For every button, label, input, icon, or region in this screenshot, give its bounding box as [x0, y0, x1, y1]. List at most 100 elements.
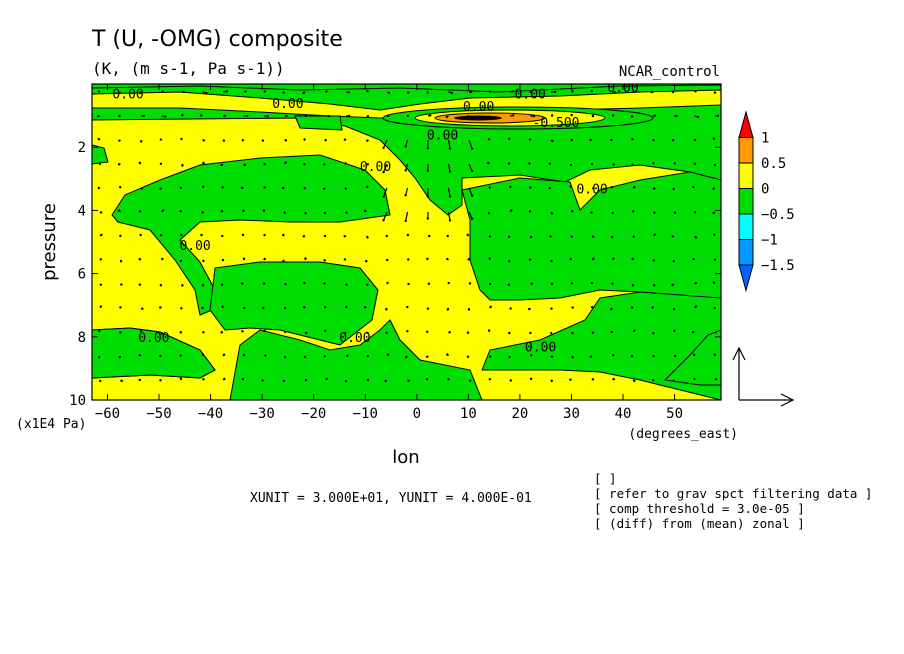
- wind-vector-head: [382, 170, 385, 174]
- wind-vector-head: [448, 219, 452, 222]
- wind-vector-head: [263, 257, 266, 261]
- wind-vector-head: [692, 185, 695, 189]
- wind-vector-head: [159, 306, 162, 309]
- y-tick-label: 4: [78, 203, 86, 219]
- wind-vector-head: [366, 283, 369, 286]
- wind-vector: [447, 187, 451, 197]
- wind-vector-head: [221, 258, 225, 262]
- wind-vector-head: [284, 161, 287, 164]
- wind-vector-head: [630, 306, 634, 309]
- wind-vector-head: [240, 186, 244, 190]
- wind-vector-head: [385, 258, 389, 262]
- wind-vector-head: [201, 284, 205, 287]
- wind-vector-head: [591, 331, 595, 335]
- wind-vector-head: [633, 329, 636, 332]
- wind-vector-head: [693, 377, 696, 381]
- wind-vector-head: [138, 283, 141, 286]
- wind-vector-head: [426, 169, 430, 172]
- wind-vector-head: [285, 114, 288, 118]
- wind-vector-head: [612, 377, 615, 381]
- wind-vector-head: [347, 91, 350, 94]
- wind-vector-head: [550, 212, 554, 215]
- wind-vector-head: [138, 257, 141, 261]
- wind-vector-head: [489, 305, 492, 309]
- wind-vector-head: [324, 329, 327, 332]
- wind-vector-head: [303, 306, 306, 309]
- contour-label: 0.00: [463, 100, 494, 115]
- wind-vector-head: [303, 355, 307, 359]
- wind-vector-head: [487, 161, 490, 165]
- wind-vector-head: [425, 330, 429, 333]
- contour-label: 0.00: [427, 129, 458, 144]
- wind-vector-head: [181, 284, 184, 287]
- wind-vector-head: [466, 355, 470, 359]
- wind-vector-head: [179, 354, 182, 357]
- wind-vector-head: [613, 91, 617, 94]
- wind-vector-head: [240, 282, 244, 285]
- wind-vector-head: [99, 211, 103, 214]
- colorbar: 1 0.5 0 −0.5 −1 −1.5: [738, 110, 795, 293]
- wind-vector-head: [672, 308, 676, 311]
- wind-vector-head: [488, 235, 492, 238]
- wind-vectors: [97, 89, 720, 383]
- wind-vector-head: [590, 281, 594, 285]
- wind-vector-head: [470, 194, 474, 197]
- wind-vector-head: [713, 233, 716, 236]
- wind-vector-head: [691, 331, 695, 334]
- wind-vector-head: [202, 139, 205, 142]
- wind-vector-head: [202, 185, 205, 188]
- wind-vector-head: [511, 90, 514, 93]
- wind-vector-head: [592, 235, 595, 238]
- wind-vector-head: [347, 114, 351, 118]
- wind-vector-head: [283, 356, 287, 359]
- wind-vector-head: [303, 163, 306, 166]
- colorbar-swatch: [738, 162, 754, 189]
- wind-vector-head: [713, 91, 717, 94]
- wind-vector-head: [631, 138, 634, 141]
- wind-vector-head: [570, 138, 574, 142]
- wind-vector-head: [511, 114, 515, 117]
- wind-vector-head: [363, 209, 367, 213]
- wind-vector-head: [225, 90, 229, 93]
- wind-vector-head: [652, 139, 655, 142]
- wind-vector-head: [366, 139, 369, 142]
- wind-vector-head: [202, 378, 205, 381]
- wind-vector-head: [404, 219, 407, 223]
- field-negative-blob-7: [92, 144, 109, 165]
- colorbar-cap-bottom: [738, 264, 754, 293]
- wind-vector-head: [693, 162, 697, 165]
- wind-vector-head: [181, 164, 184, 167]
- wind-vector-head: [119, 331, 122, 334]
- wind-vector-head: [385, 308, 388, 311]
- wind-vector-head: [365, 260, 368, 263]
- wind-vector: [447, 163, 451, 172]
- wind-vector-head: [97, 90, 101, 93]
- wind-vector-head: [242, 209, 245, 212]
- field-negative-blob-3: [461, 171, 721, 301]
- wind-vector-head: [304, 212, 307, 215]
- wind-vector-head: [532, 114, 536, 118]
- wind-vector-head: [671, 139, 675, 142]
- y-tick-label: 6: [78, 267, 86, 283]
- wind-vector-head: [366, 331, 369, 335]
- wind-vector-head: [97, 356, 101, 359]
- wind-vector-head: [550, 307, 553, 310]
- wind-vector-head: [138, 161, 141, 164]
- wind-vector-head: [529, 235, 533, 239]
- wind-vector-head: [382, 219, 385, 222]
- wind-vector-head: [470, 217, 474, 220]
- x-tick-label: −50: [146, 406, 171, 422]
- wind-vector-head: [712, 211, 715, 215]
- wind-vector-head: [366, 89, 369, 93]
- field-negative-top-line: [92, 84, 721, 93]
- wind-vector-head: [161, 257, 164, 261]
- wind-vector-head: [345, 283, 348, 286]
- wind-vector-head: [426, 307, 430, 310]
- wind-vector-head: [305, 331, 308, 335]
- wind-vector-head: [612, 257, 615, 260]
- wind-vector-head: [672, 187, 675, 191]
- wind-vector-head: [344, 379, 348, 383]
- colorbar-cap-top: [738, 110, 754, 138]
- wind-vector: [468, 211, 473, 220]
- wind-vector-head: [323, 306, 327, 309]
